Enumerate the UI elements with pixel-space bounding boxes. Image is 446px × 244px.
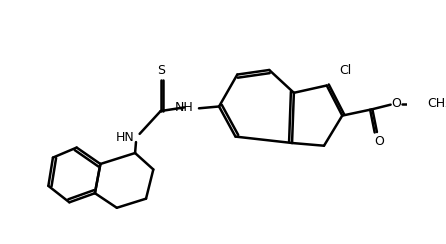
Text: HN: HN [116,131,134,144]
Text: S: S [157,64,165,77]
Text: O: O [391,97,401,110]
Text: NH: NH [175,101,194,114]
Text: Cl: Cl [339,64,352,77]
Text: O: O [374,135,384,148]
Text: CH₃: CH₃ [427,97,446,110]
